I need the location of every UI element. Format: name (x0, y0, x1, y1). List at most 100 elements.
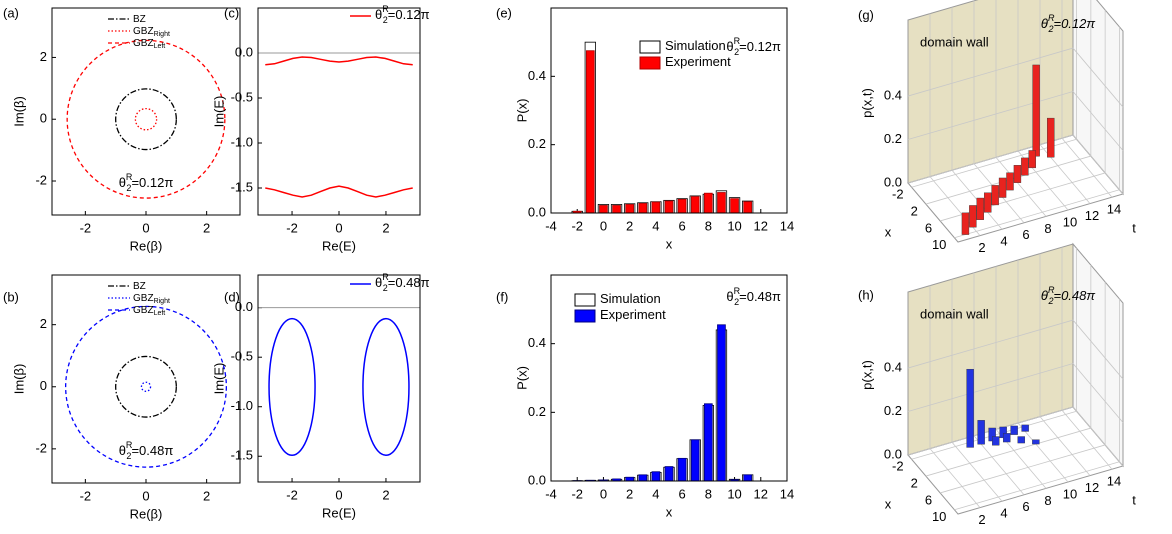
x-tick-label: 10 (932, 237, 946, 252)
x-tick-label: 10 (727, 218, 741, 233)
subscript: 2 (1047, 296, 1053, 306)
grid-line (954, 189, 1120, 239)
panel-label: (c) (224, 5, 239, 20)
x-tick-label: 14 (780, 218, 794, 233)
x-tick-label: -4 (545, 218, 557, 233)
bar-3d (1021, 424, 1029, 432)
bar-3d (969, 205, 977, 228)
subscript: 2 (383, 15, 388, 25)
grid-line (1072, 406, 1124, 467)
legend-subscript: Right (154, 298, 170, 305)
circle-curve (66, 39, 226, 199)
plot-frame (550, 7, 788, 214)
bar (664, 466, 674, 482)
bar (743, 474, 753, 482)
y-tick-label: 4 (1000, 234, 1007, 249)
bar (677, 457, 687, 482)
x-tick-label: 0 (335, 487, 342, 502)
y-tick-label: -1.5 (231, 448, 253, 463)
x-axis-label: Re(E) (322, 505, 356, 520)
annotation: θR 2=0.12π (726, 36, 781, 57)
symbol: θ (726, 39, 733, 54)
x-tick-label: 0 (600, 218, 607, 233)
x-tick-label: 2 (626, 218, 633, 233)
x-axis-label: Re(β) (130, 238, 163, 253)
legend-swatch (639, 56, 661, 70)
x-tick-label: 10 (727, 486, 741, 501)
y-axis-label: Im(β) (11, 364, 26, 395)
bar (743, 201, 753, 214)
y-axis-label: P(x) (514, 366, 529, 390)
y-axis-label: Im(E) (211, 363, 226, 395)
bar (690, 196, 700, 214)
bar (664, 200, 674, 214)
bar (599, 205, 608, 214)
x-tick-label: 14 (780, 486, 794, 501)
bar-3d (991, 185, 999, 206)
text: =0.12π (739, 39, 781, 54)
x-axis-label: x (666, 236, 673, 251)
y-tick-label: 14 (1107, 474, 1121, 489)
panel: (a)-2 0 2-202Re(β)Im(β)BZGBZRightGBZLeftθR… (3, 5, 241, 253)
x-tick-label: 0 (600, 486, 607, 501)
x-tick-label: 6 (678, 486, 685, 501)
y-tick-label: -2 (35, 440, 47, 455)
x-tick-label: 2 (382, 220, 389, 235)
bar-3d (1047, 117, 1055, 158)
circle-curve (115, 355, 177, 418)
legend-label: Experiment (665, 54, 731, 69)
y-tick-label: 6 (1022, 499, 1029, 514)
y-axis-label: Im(β) (11, 96, 26, 127)
circle-curve (140, 381, 152, 392)
t-axis-label: t (1132, 492, 1136, 507)
circle-curve (64, 305, 228, 468)
bar (730, 198, 739, 214)
legend-swatch (574, 293, 596, 307)
legend-label: GBZRight (133, 26, 170, 38)
x-tick-label: -2 (286, 220, 298, 235)
y-axis-label: P(x) (514, 99, 529, 123)
y-tick-label: 0 (40, 111, 47, 126)
legend-subscript: Left (154, 310, 166, 317)
bar (625, 204, 635, 214)
text: =0.48π (131, 443, 173, 458)
ellipse-curve (268, 317, 316, 457)
ellipse-curve (362, 317, 410, 457)
y-tick-label: 0.4 (528, 68, 546, 83)
bar (717, 192, 726, 214)
bar (586, 50, 595, 214)
grid-line (907, 134, 1074, 184)
subscript: 2 (126, 183, 131, 193)
grid-line (907, 319, 1074, 369)
x-tick-label: 8 (705, 486, 712, 501)
x-tick-label: -2 (892, 459, 904, 474)
x-tick-label: 12 (754, 218, 768, 233)
legend-label: Simulation (600, 291, 661, 306)
wall-label: domain wall (920, 306, 989, 321)
grid-line (929, 448, 981, 508)
y-tick-label: -1.0 (231, 398, 253, 413)
symbol: θ (1041, 288, 1048, 303)
grid-line (925, 427, 1091, 477)
x-tick-label: 6 (925, 492, 932, 507)
bar-3d (977, 420, 985, 445)
grid-line (1072, 363, 1124, 423)
bar (625, 476, 635, 482)
superscript: R (1048, 13, 1055, 23)
y-tick-label: 4 (1000, 506, 1007, 521)
legend-name: Experiment (665, 54, 731, 69)
subscript: 2 (383, 283, 388, 293)
grid-line (1039, 416, 1091, 476)
superscript: R (1048, 285, 1055, 295)
plot-frame (257, 7, 421, 216)
legend-subscript: Left (154, 43, 166, 50)
bar (717, 324, 726, 482)
x-tick-label: 4 (652, 486, 659, 501)
x-tick-label: 2 (382, 487, 389, 502)
superscript: R (382, 272, 389, 282)
bar (690, 439, 700, 482)
annotation: θR 2=0.48π (726, 286, 781, 307)
panel-label: (d) (224, 289, 240, 304)
annotation: θR 2=0.12π (1041, 13, 1095, 34)
z-tick-label: 0.2 (884, 403, 902, 418)
